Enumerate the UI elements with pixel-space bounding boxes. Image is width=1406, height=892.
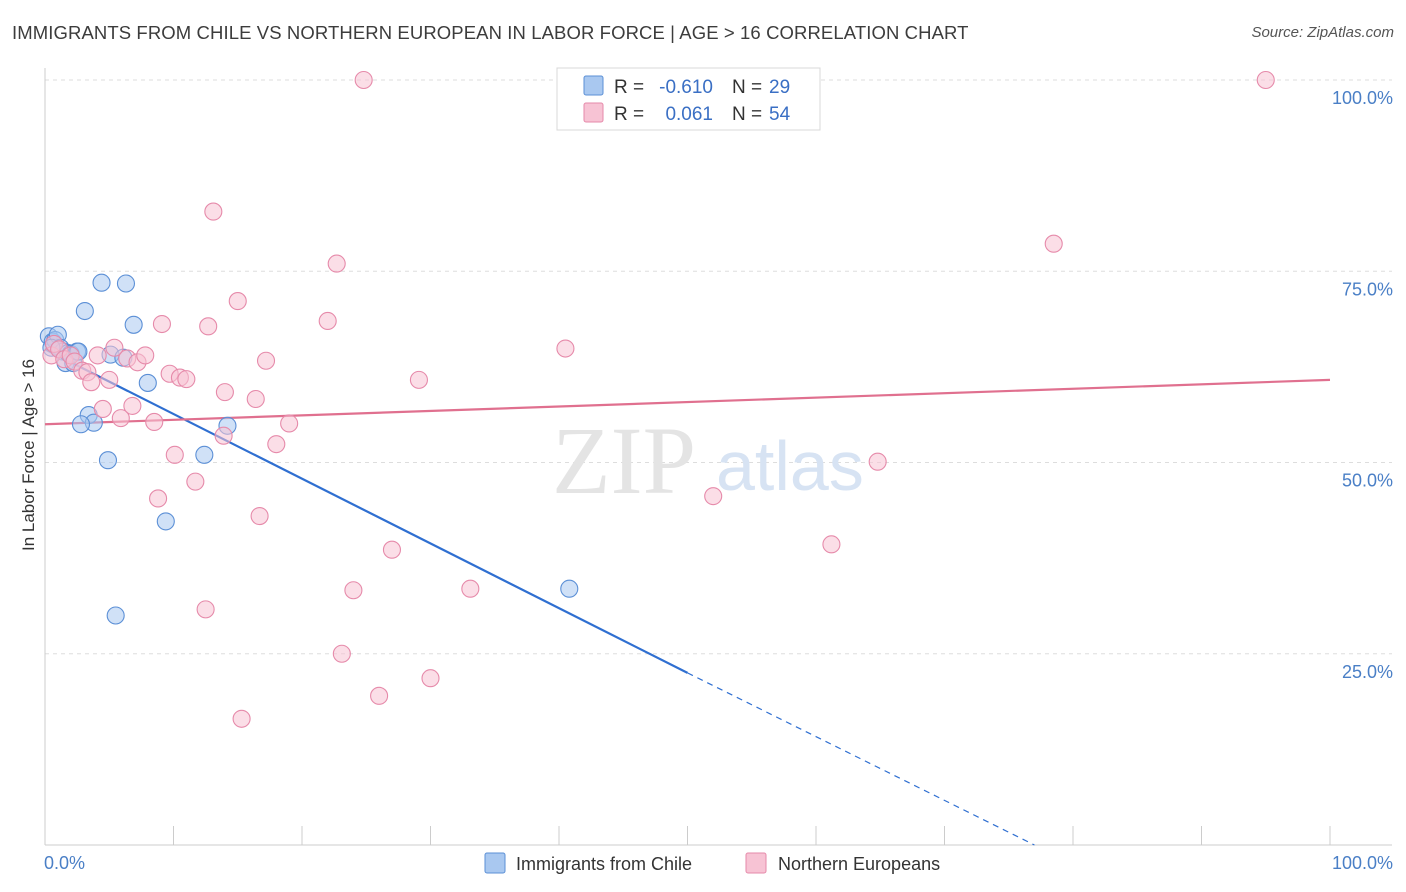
point-northern-15 [123,396,142,415]
point-northern-51 [868,452,887,471]
point-northern-34 [250,506,269,526]
point-northern-27 [199,317,218,336]
trend-line-chile-extension [687,672,1035,846]
point-northern-8 [82,373,101,392]
legend-n-value-chile: 29 [769,77,790,98]
point-chile-19 [106,606,125,625]
point-northern-45 [409,370,428,389]
legend-n-label-chile: N = [732,77,762,98]
point-northern-22 [165,445,184,464]
point-northern-32 [232,709,251,728]
point-chile-22 [124,315,143,334]
point-northern-43 [370,686,389,705]
point-chile-17 [98,451,118,470]
legend-r-value-northern: 0.061 [665,104,713,125]
point-northern-11 [100,370,119,389]
point-northern-50 [822,535,841,554]
legend-swatch-northern [583,102,604,123]
point-northern-18 [145,412,164,432]
point-northern-38 [318,311,337,331]
data-points [39,70,1275,728]
point-northern-46 [421,669,440,688]
watermark-zip: ZIP [552,407,696,514]
point-northern-19 [149,489,168,508]
point-northern-47 [461,579,480,598]
point-northern-33 [246,389,265,409]
x-tick-label-max: 100.0% [1332,853,1393,873]
point-northern-37 [280,414,299,433]
point-northern-31 [228,292,247,311]
x-tick-label-min: 0.0% [44,853,85,873]
y-axis-title: In Labor Force | Age > 16 [19,359,38,551]
point-northern-25 [186,472,205,491]
series-legend-swatch-chile [484,852,506,874]
point-northern-49 [704,487,723,506]
point-northern-29 [214,426,233,445]
point-northern-36 [267,435,286,454]
point-northern-10 [93,399,112,419]
point-chile-25 [195,445,214,464]
legend-n-label-northern: N = [732,104,762,125]
point-northern-44 [382,540,402,559]
y-tick-label-2: 50.0% [1342,471,1393,491]
legend-swatch-chile [583,75,604,96]
y-tick-label-1: 75.0% [1342,279,1393,299]
y-tick-label-0: 100.0% [1332,88,1393,108]
gridlines [45,79,1392,655]
watermark-atlas: atlas [716,427,864,505]
chart-title: IMMIGRANTS FROM CHILE VS NORTHERN EUROPE… [12,22,969,43]
series-legend-swatch-northern [745,852,767,874]
point-northern-20 [152,314,171,334]
point-chile-23 [138,373,157,392]
point-northern-13 [111,409,130,428]
point-northern-48 [556,339,575,358]
source-credit: Source: ZipAtlas.com [1251,24,1394,41]
legend-r-label-chile: R = [614,77,644,98]
legend-r-value-chile: -0.610 [659,77,713,98]
y-tick-label-3: 25.0% [1342,662,1393,682]
point-chile-24 [156,512,175,531]
series-legend-label-chile: Immigrants from Chile [516,854,692,874]
y-tick-labels: 100.0% 75.0% 50.0% 25.0% [1332,88,1393,682]
point-northern-39 [327,254,346,273]
point-chile-21 [116,274,136,293]
legend-r-label-northern: R = [614,104,644,125]
point-northern-41 [344,581,363,600]
point-northern-35 [256,351,276,370]
series-legend-label-northern: Northern Europeans [778,854,940,874]
point-northern-52 [1044,234,1063,253]
point-chile-27 [560,579,579,598]
axes [44,68,1392,846]
point-chile-15 [71,415,91,434]
point-northern-26 [196,600,215,619]
legend-n-value-northern: 54 [769,104,791,125]
point-northern-12 [105,338,124,357]
trend-lines [44,348,1331,846]
correlation-legend: R = -0.610 N = 29 R = 0.061 N = 54 [556,67,821,131]
point-northern-9 [88,346,107,365]
point-northern-42 [354,70,373,90]
point-northern-30 [215,383,234,402]
trend-line-northern [44,378,1331,426]
point-northern-28 [204,202,223,221]
point-northern-24 [177,370,196,389]
series-legend: Immigrants from Chile Northern Europeans [484,852,940,874]
point-chile-12 [75,301,94,321]
point-northern-17 [136,346,155,365]
point-chile-16 [92,273,111,292]
point-northern-40 [332,644,351,663]
point-northern-53 [1256,70,1275,90]
trend-line-chile [44,348,688,674]
